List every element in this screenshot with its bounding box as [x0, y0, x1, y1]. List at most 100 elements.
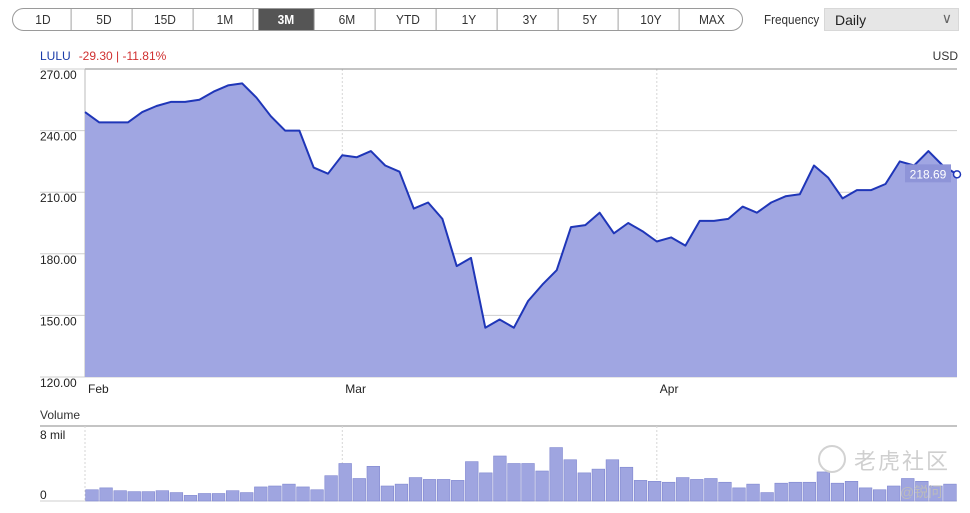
volume-bar: [465, 461, 479, 502]
volume-bar: [901, 478, 915, 502]
volume-bar: [493, 455, 507, 502]
volume-bar: [352, 478, 366, 502]
volume-bar: [282, 483, 296, 502]
x-tick-label: Mar: [345, 382, 366, 396]
currency-label: USD: [932, 49, 958, 63]
volume-bar: [816, 471, 831, 502]
volume-bar: [380, 485, 395, 502]
volume-bar: [296, 486, 310, 502]
watermark-subtext: @锐问: [900, 484, 943, 500]
ticker-symbol: LULU: [40, 49, 71, 63]
volume-bar: [704, 478, 718, 502]
range-button-max[interactable]: MAX: [699, 12, 725, 27]
volume-bar: [873, 489, 887, 502]
volume-bar: [127, 491, 141, 502]
volume-bar: [718, 481, 732, 502]
time-range-selector: 1D 5D 15D 1M 3M 6M YTD 1Y 3Y 5Y 10Y MAX: [12, 8, 743, 31]
volume-bar: [169, 492, 184, 502]
volume-bar: [830, 482, 845, 502]
volume-bar: [802, 481, 816, 502]
range-button-5y[interactable]: 5Y: [563, 9, 619, 30]
range-button-1d[interactable]: 1D: [15, 9, 72, 30]
volume-bar: [183, 495, 198, 502]
volume-bar: [366, 466, 380, 502]
volume-bar: [929, 485, 943, 502]
range-button-10y[interactable]: 10Y: [624, 9, 680, 30]
price-line: [84, 82, 958, 329]
volume-bar: [549, 447, 563, 502]
volume-bar: [605, 459, 620, 502]
price-change: -29.30 | -11.81%: [78, 49, 167, 63]
volume-bar: [254, 486, 268, 502]
volume-bar: [226, 490, 240, 502]
frequency-label: Frequency: [764, 12, 820, 27]
volume-bar: [915, 481, 929, 502]
volume-bar: [591, 468, 605, 502]
volume-bar: [507, 463, 521, 502]
volume-bar: [310, 489, 324, 502]
watermark: 老虎社区: [818, 444, 950, 476]
volume-bar: [760, 492, 774, 502]
range-button-ytd[interactable]: YTD: [380, 9, 437, 30]
volume-bar: [155, 490, 169, 502]
volume-bar: [268, 485, 282, 502]
volume-bar: [619, 466, 634, 502]
y-tick-label: 240.00: [40, 130, 77, 144]
volume-bar: [676, 477, 690, 502]
volume-bar: [85, 489, 99, 502]
volume-bar: [943, 483, 957, 502]
y-tick-label: 270.00: [40, 68, 77, 82]
volume-bar: [746, 483, 760, 502]
volume-bar: [662, 481, 676, 502]
volume-tick-label: 0: [40, 488, 47, 502]
frequency-select[interactable]: Daily ∨: [824, 8, 959, 31]
volume-bar: [240, 492, 254, 502]
volume-bar: [99, 487, 113, 502]
volume-bar: [211, 493, 226, 502]
last-price-badge: [905, 164, 951, 183]
volume-bar: [577, 472, 591, 502]
y-tick-label: 120.00: [40, 376, 77, 390]
range-button-15d[interactable]: 15D: [137, 9, 194, 30]
volume-bar: [324, 475, 338, 502]
volume-bar: [141, 491, 155, 502]
volume-bar: [479, 472, 493, 502]
volume-bar: [338, 463, 352, 502]
volume-bar: [535, 470, 549, 502]
y-tick-label: 210.00: [40, 191, 77, 205]
volume-bar: [408, 477, 423, 502]
range-button-6m[interactable]: 6M: [320, 9, 376, 30]
volume-bar: [422, 479, 437, 502]
volume-bar: [113, 490, 127, 502]
last-price-label: 218.69: [910, 167, 947, 181]
volume-bar: [563, 459, 577, 502]
volume-bar: [197, 493, 212, 502]
volume-tick-label: 8 mil: [40, 428, 65, 442]
range-button-1y[interactable]: 1Y: [441, 9, 498, 30]
range-button-3m[interactable]: 3M: [258, 9, 315, 30]
volume-bar: [774, 482, 788, 502]
watermark-logo-icon: [818, 445, 846, 473]
range-button-3y[interactable]: 3Y: [502, 9, 559, 30]
volume-bar: [788, 481, 802, 502]
volume-bar: [690, 479, 704, 502]
y-tick-label: 150.00: [40, 314, 77, 328]
volume-bar: [844, 481, 859, 502]
volume-title: Volume: [40, 408, 81, 422]
range-button-5d[interactable]: 5D: [76, 9, 133, 30]
x-tick-label: Apr: [660, 382, 679, 396]
watermark-text: 老虎社区: [854, 449, 951, 474]
chevron-down-icon: ∨: [941, 10, 952, 26]
volume-bar: [647, 481, 662, 502]
volume-bar: [858, 487, 873, 502]
volume-bar: [887, 485, 901, 502]
volume-bar: [521, 463, 535, 502]
last-price-marker: [952, 170, 962, 179]
volume-bar: [732, 487, 746, 502]
x-tick-label: Feb: [88, 382, 109, 396]
volume-bar: [451, 480, 465, 502]
volume-bar: [633, 480, 648, 502]
volume-bar: [394, 483, 409, 502]
y-tick-label: 180.00: [40, 253, 77, 267]
